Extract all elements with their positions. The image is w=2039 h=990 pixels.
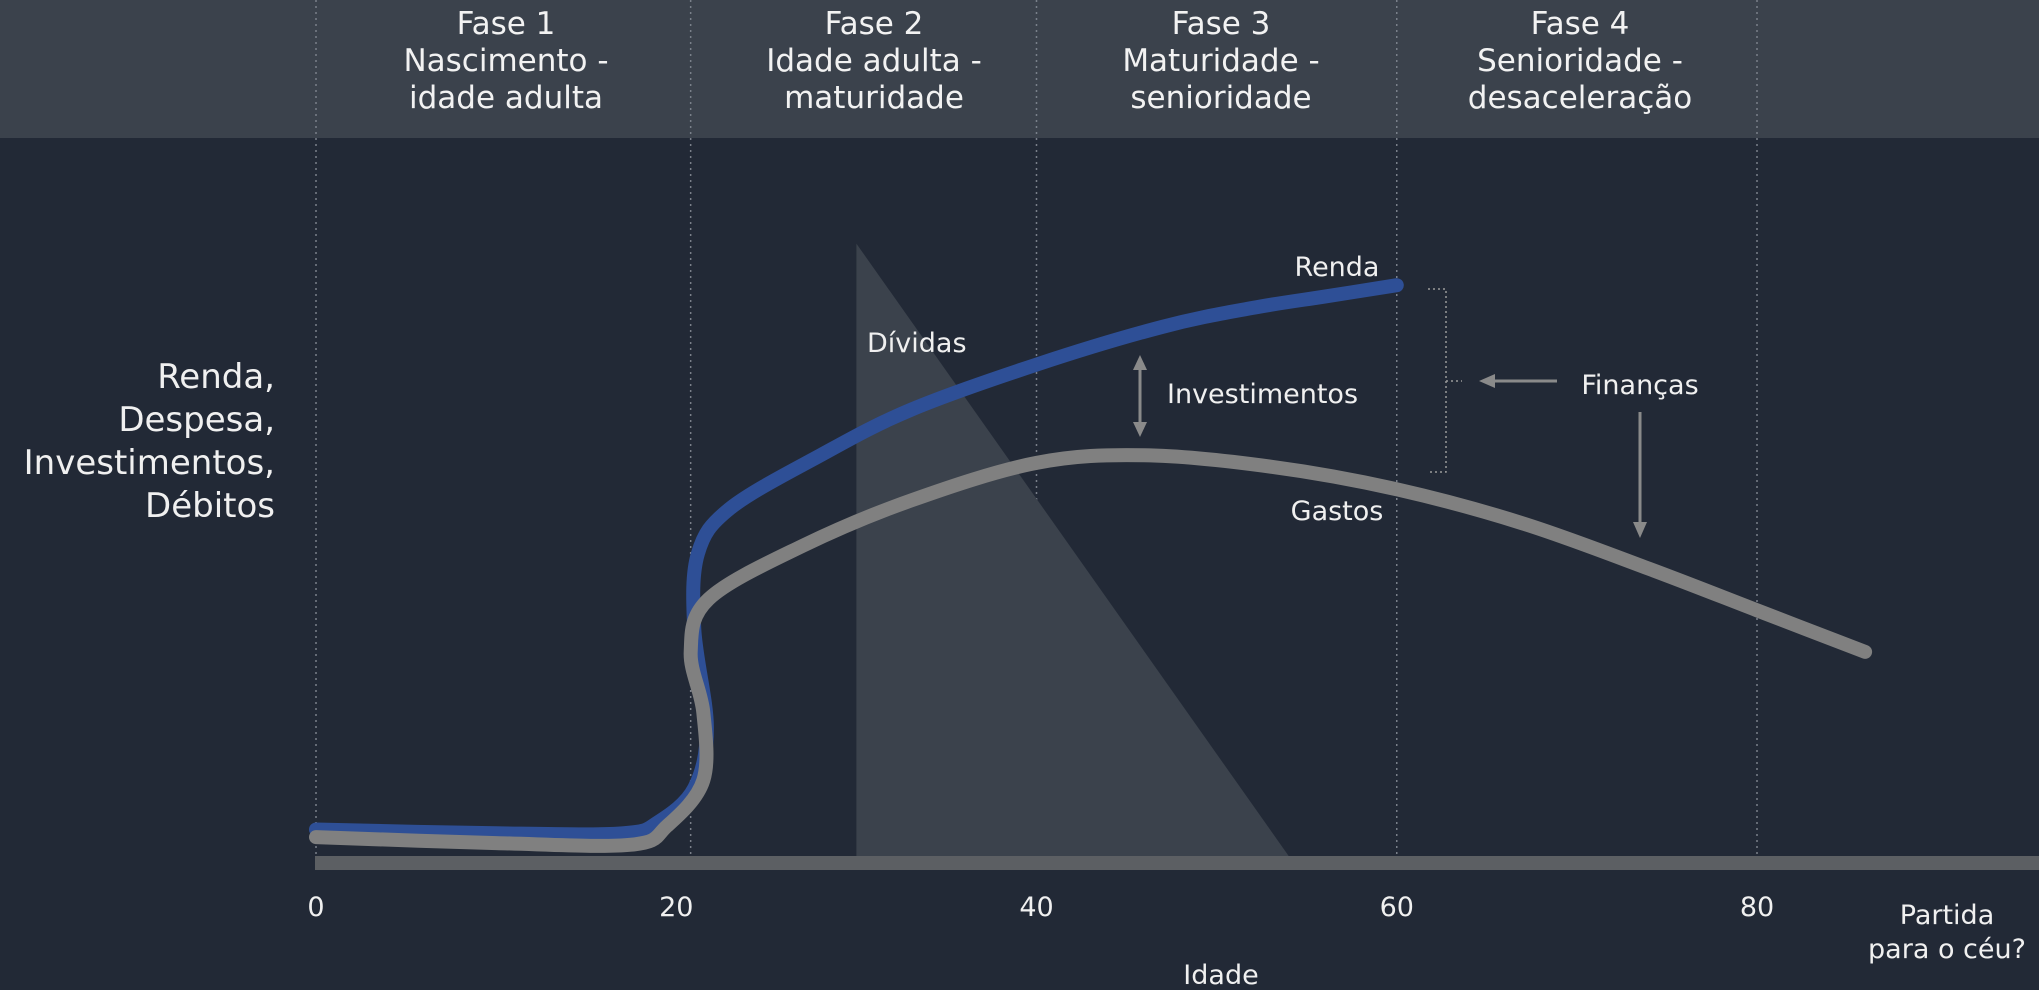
x-end-label-line2: para o céu?	[1868, 934, 2026, 965]
financas-left-arrow-head	[1479, 374, 1495, 388]
gastos-series-line	[309, 448, 1873, 853]
investimentos-arrow-up-head	[1133, 355, 1147, 370]
phase-4-line2: desaceleração	[1468, 80, 1692, 116]
x-tick-60: 60	[1380, 892, 1414, 923]
phase-2-line2: maturidade	[784, 80, 964, 116]
phase-3-line1: Maturidade -	[1122, 43, 1319, 79]
financas-bracket	[1428, 288, 1462, 473]
dividas-label: Dívidas	[867, 328, 967, 359]
renda-label: Renda	[1295, 252, 1380, 283]
x-tick-20: 20	[659, 892, 693, 923]
phase-1-title: Fase 1	[457, 6, 556, 42]
gastos-label: Gastos	[1291, 496, 1384, 527]
phase-2-line1: Idade adulta -	[766, 43, 982, 79]
phase-3-line2: senioridade	[1130, 80, 1311, 116]
x-tick-0: 0	[307, 892, 324, 923]
phase-4-line1: Senioridade -	[1477, 43, 1683, 79]
x-axis-label: Idade	[1183, 960, 1258, 990]
x-axis-bar	[315, 856, 2039, 870]
investimentos-label: Investimentos	[1167, 379, 1358, 410]
investimentos-arrow-down-head	[1133, 422, 1147, 437]
x-tick-80: 80	[1740, 892, 1774, 923]
x-tick-40: 40	[1019, 892, 1053, 923]
y-axis-label-line1: Renda,	[157, 357, 275, 397]
financas-label: Finanças	[1581, 370, 1698, 401]
financas-down-arrow-head	[1633, 522, 1647, 538]
phase-4-title: Fase 4	[1531, 6, 1630, 42]
x-tick-labels: 0 20 40 60 80	[307, 892, 1774, 923]
y-axis-label-line2: Despesa,	[118, 400, 275, 440]
x-end-label-line1: Partida	[1900, 900, 1995, 931]
y-axis-label-line3: Investimentos,	[24, 443, 275, 483]
renda-series-line	[309, 278, 1404, 842]
phase-1-line1: Nascimento -	[403, 43, 608, 79]
y-axis-label-line4: Débitos	[145, 486, 275, 526]
phase-header-band	[0, 0, 2039, 138]
phase-2-title: Fase 2	[825, 6, 924, 42]
phase-3-title: Fase 3	[1172, 6, 1271, 42]
phase-1-line2: idade adulta	[409, 80, 603, 116]
